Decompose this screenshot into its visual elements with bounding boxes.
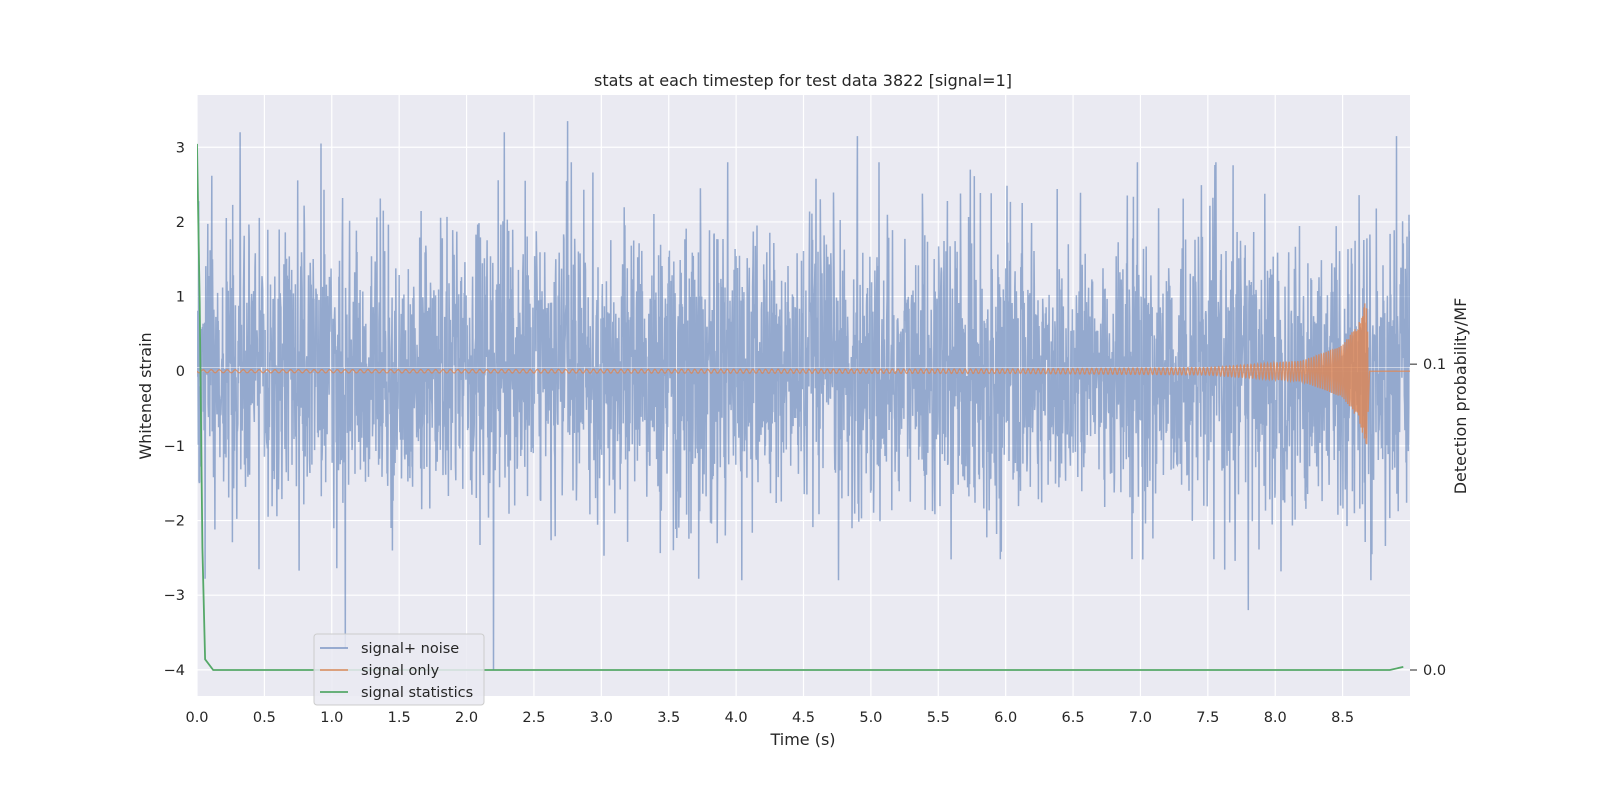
x-tick-label-6: 3.0 (590, 710, 613, 726)
right-axis-ticks: 0.1 0.0 (1410, 357, 1446, 679)
y-tick-label-6: −3 (164, 588, 185, 604)
x-tick-label-0: 0.0 (185, 710, 208, 726)
y-tick-label-0: 3 (176, 140, 185, 156)
legend-label-noise: signal+ noise (361, 641, 459, 657)
x-tick-label-7: 3.5 (657, 710, 680, 726)
x-tick-label-15: 7.5 (1196, 710, 1219, 726)
x-tick-label-8: 4.0 (725, 710, 748, 726)
x-tick-label-11: 5.5 (927, 710, 950, 726)
legend-box (313, 633, 485, 706)
y-axis-label: Whitened strain (136, 332, 155, 459)
y-tick-label-5: −2 (164, 514, 185, 530)
y-tick-label-7: −4 (164, 663, 185, 679)
right-tick-label-1: 0.0 (1423, 663, 1446, 679)
x-axis-label: Time (s) (769, 730, 835, 749)
signal-noise-line (197, 121, 1410, 670)
x-tick-label-4: 2.0 (455, 710, 478, 726)
y-tick-label-1: 2 (176, 215, 185, 231)
x-tick-label-9: 4.5 (792, 710, 815, 726)
signal-only-line (197, 303, 1410, 445)
x-tick-label-12: 6.0 (994, 710, 1017, 726)
legend: signal+ noise signal only signal statist… (313, 633, 485, 706)
x-tick-label-13: 6.5 (1062, 710, 1085, 726)
y-tick-label-2: 1 (176, 290, 185, 306)
signal-statistics-line (197, 143, 1404, 671)
series-layer (197, 121, 1410, 671)
x-tick-label-17: 8.5 (1331, 710, 1354, 726)
x-tick-label-16: 8.0 (1264, 710, 1287, 726)
right-axis-label: Detection probability/MF (1451, 298, 1470, 495)
y-tick-label-4: −1 (164, 439, 185, 455)
legend-label-signal: signal only (361, 663, 440, 679)
x-tick-label-2: 1.0 (320, 710, 343, 726)
x-tick-label-5: 2.5 (522, 710, 545, 726)
x-tick-label-10: 5.0 (859, 710, 882, 726)
x-tick-label-14: 7.0 (1129, 710, 1152, 726)
right-tick-label-0: 0.1 (1423, 357, 1446, 373)
chart-title: stats at each timestep for test data 382… (594, 71, 1012, 90)
x-tick-label-3: 1.5 (388, 710, 411, 726)
legend-label-stats: signal statistics (361, 685, 473, 701)
x-tick-label-1: 0.5 (253, 710, 276, 726)
y-axis-ticks: 3 2 1 0 −1 −2 −3 −4 (164, 140, 185, 679)
x-axis-ticks: 0.0 0.5 1.0 1.5 2.0 2.5 3.0 3.5 4.0 4.5 5.0 5.5 6.0 6… (185, 710, 1354, 726)
y-tick-label-3: 0 (176, 364, 185, 380)
